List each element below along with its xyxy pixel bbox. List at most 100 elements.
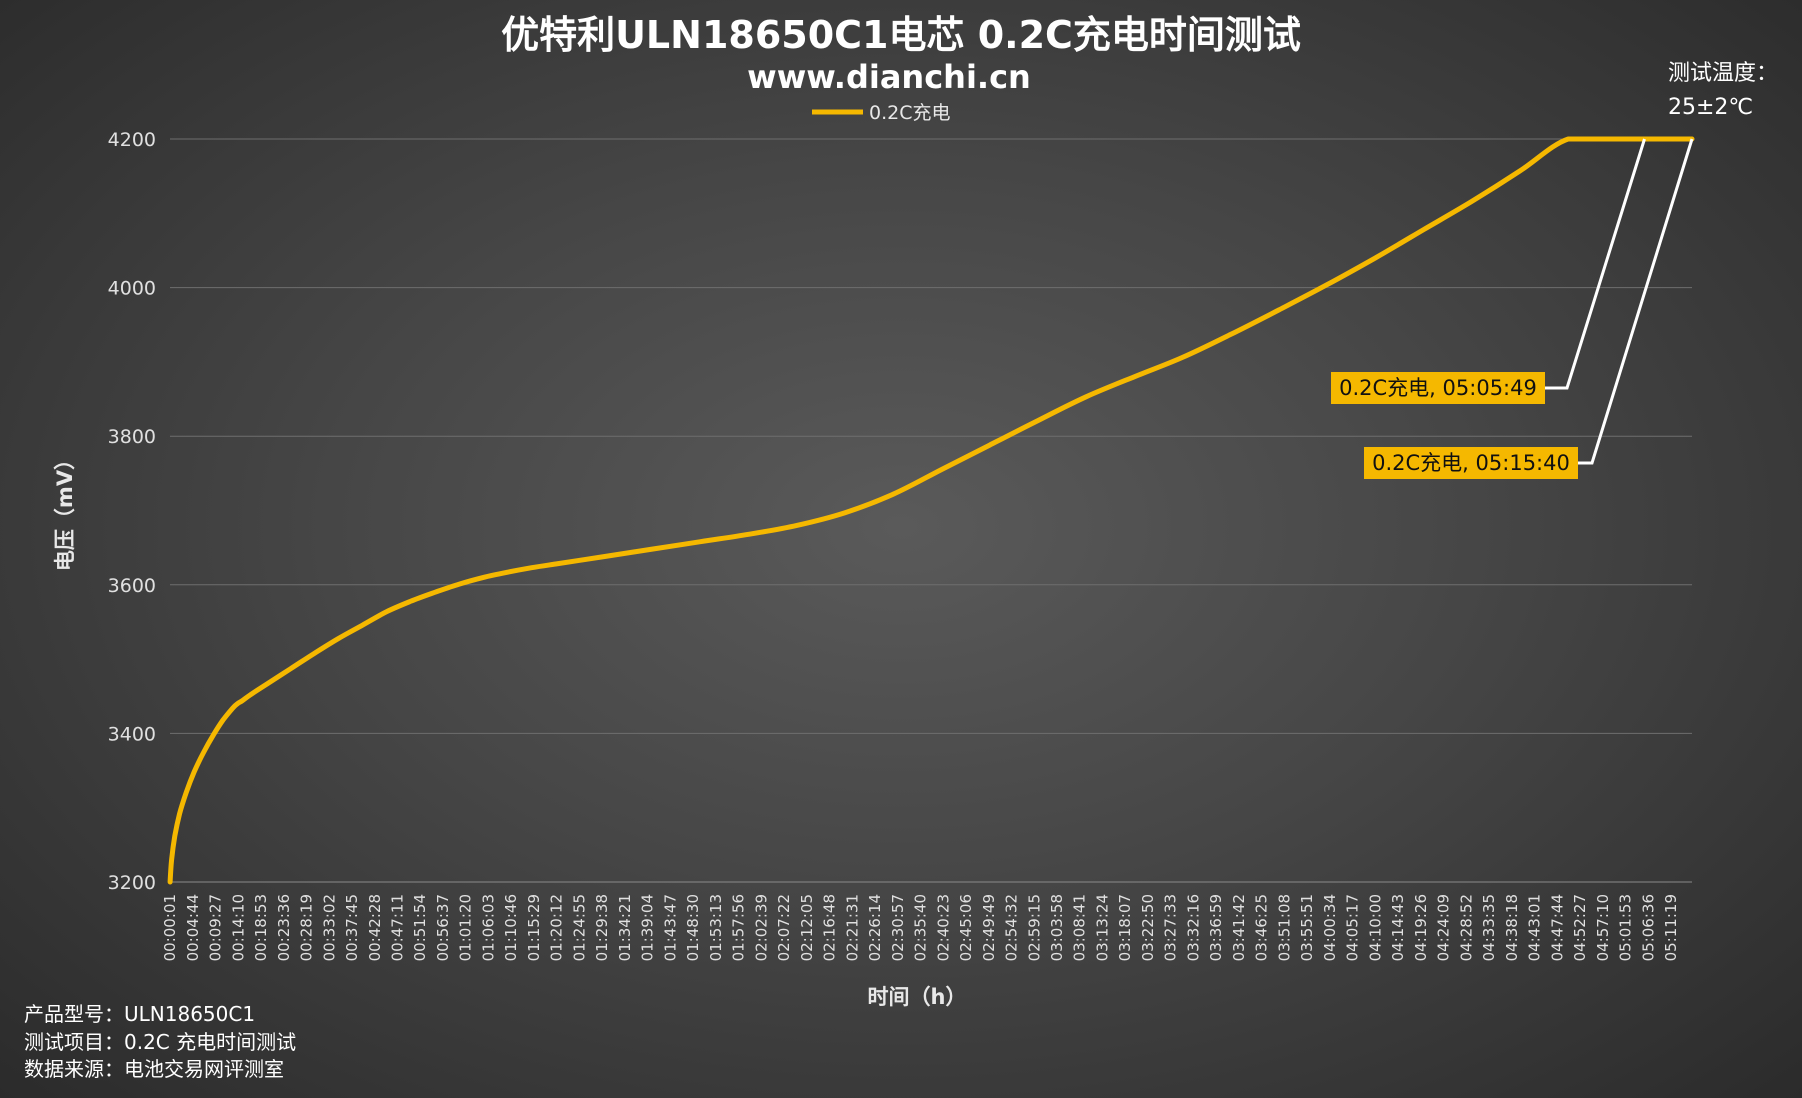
annotation-2: 0.2C充电, 05:15:40	[1364, 138, 1694, 479]
x-tick-label: 04:47:44	[1548, 894, 1566, 961]
x-tick-label: 00:37:45	[343, 894, 361, 961]
temperature-value: 25±2℃	[1668, 95, 1753, 120]
info-test-item: 测试项目：0.2C 充电时间测试	[24, 1026, 296, 1055]
x-tick-label: 02:54:32	[1003, 894, 1021, 961]
info-model: 产品型号：ULN18650C1	[24, 998, 255, 1027]
x-tick-label: 02:02:39	[752, 894, 770, 961]
x-tick-label: 04:33:35	[1480, 894, 1498, 961]
x-tick-label: 01:48:30	[684, 894, 702, 961]
x-tick-label: 05:11:19	[1662, 894, 1680, 961]
annotation-leader-2	[1578, 138, 1694, 465]
annotation-label-2: 0.2C充电, 05:15:40	[1372, 451, 1570, 475]
x-tick-label: 00:09:27	[207, 894, 225, 961]
x-tick-label: 01:39:04	[639, 894, 657, 961]
x-tick-label: 01:15:29	[525, 894, 543, 961]
info-source-label: 数据来源：	[24, 1057, 124, 1081]
x-tick-label: 03:46:25	[1253, 894, 1271, 961]
x-tick-label: 02:07:22	[775, 894, 793, 961]
y-tick-label: 3400	[108, 723, 156, 745]
y-tick-label: 4000	[108, 278, 156, 300]
temperature-label: 测试温度：	[1668, 61, 1778, 86]
y-tick-label: 3200	[108, 872, 156, 894]
x-tick-label: 00:56:37	[434, 894, 452, 961]
info-item-label: 测试项目：	[24, 1030, 124, 1054]
chart-subtitle: www.dianchi.cn	[747, 58, 1031, 96]
x-tick-label: 01:43:47	[661, 894, 679, 961]
x-tick-label: 00:18:53	[252, 894, 270, 961]
x-tick-label: 03:36:59	[1207, 894, 1225, 961]
x-axis-label: 时间（h）	[868, 985, 967, 1009]
x-tick-label: 04:19:26	[1412, 894, 1430, 961]
x-tick-label: 01:53:13	[707, 894, 725, 961]
x-tick-label: 00:14:10	[229, 894, 247, 961]
x-tick-label: 04:57:10	[1594, 894, 1612, 961]
x-tick-label: 01:06:03	[479, 894, 497, 961]
legend-label-0-2c: 0.2C充电	[869, 102, 950, 124]
x-tick-label: 00:33:02	[320, 894, 338, 961]
x-tick-label: 00:28:19	[298, 894, 316, 961]
x-tick-label: 00:04:44	[184, 894, 202, 961]
x-tick-label: 03:41:42	[1230, 894, 1248, 961]
x-tick-label: 02:12:05	[798, 894, 816, 961]
x-tick-label: 00:51:54	[411, 894, 429, 961]
x-tick-label: 01:24:55	[570, 894, 588, 961]
x-tick-labels: 00:00:01 00:04:44 00:09:27 00:14:10 00:18:53…	[161, 894, 1680, 961]
annotation-1: 0.2C充电, 05:05:49	[1331, 138, 1646, 404]
y-axis-label: 电压（mV）	[53, 449, 77, 571]
x-tick-label: 01:34:21	[616, 894, 634, 961]
x-tick-label: 02:21:31	[843, 894, 861, 961]
legend: 0.2C充电	[812, 102, 950, 124]
x-tick-label: 05:01:53	[1617, 894, 1635, 961]
x-tick-label: 03:51:08	[1275, 894, 1293, 961]
gridlines	[170, 138, 1692, 734]
x-tick-label: 00:00:01	[161, 894, 179, 961]
x-tick-label: 04:14:43	[1389, 894, 1407, 961]
x-tick-label: 01:57:56	[730, 894, 748, 961]
x-tick-label: 04:43:01	[1526, 894, 1544, 961]
x-tick-label: 03:03:58	[1048, 894, 1066, 961]
x-tick-label: 04:10:00	[1366, 894, 1384, 961]
annotation-label-1: 0.2C充电, 05:05:49	[1339, 376, 1537, 400]
y-tick-label: 4200	[108, 129, 156, 151]
chart-title: 优特利ULN18650C1电芯 0.2C充电时间测试	[501, 13, 1301, 57]
x-tick-label: 00:42:28	[366, 894, 384, 961]
series-line-0-2c	[167, 136, 1695, 885]
y-tick-label: 3600	[108, 575, 156, 597]
info-model-value: ULN18650C1	[124, 1002, 256, 1026]
x-tick-label: 03:08:41	[1071, 894, 1089, 961]
x-tick-label: 02:45:06	[957, 894, 975, 961]
x-tick-label: 01:29:38	[593, 894, 611, 961]
x-tick-label: 05:06:36	[1639, 894, 1657, 961]
info-source: 数据来源：电池交易网评测室	[24, 1053, 284, 1082]
x-tick-label: 02:16:48	[821, 894, 839, 961]
annotation-box-1	[1331, 372, 1545, 404]
x-tick-label: 01:10:46	[502, 894, 520, 961]
x-tick-label: 04:00:34	[1321, 894, 1339, 961]
info-source-value: 电池交易网评测室	[124, 1057, 284, 1081]
x-tick-label: 04:24:09	[1435, 894, 1453, 961]
x-tick-label: 02:59:15	[1025, 894, 1043, 961]
x-tick-label: 01:01:20	[457, 894, 475, 961]
annotations: 0.2C充电, 05:05:49 0.2C充电, 05:15:40	[1331, 138, 1694, 479]
x-tick-label: 01:20:12	[548, 894, 566, 961]
y-tick-label: 3800	[108, 426, 156, 448]
y-tick-labels: 3200 3400 3600 3800 4000 4200	[108, 129, 156, 894]
x-tick-label: 03:32:16	[1184, 894, 1202, 961]
x-tick-label: 02:49:49	[980, 894, 998, 961]
x-tick-label: 00:47:11	[388, 894, 406, 961]
x-tick-label: 03:22:50	[1139, 894, 1157, 961]
x-tick-label: 04:38:18	[1503, 894, 1521, 961]
x-tick-label: 03:55:51	[1298, 894, 1316, 961]
x-tick-label: 02:35:40	[912, 894, 930, 961]
x-tick-label: 04:05:17	[1344, 894, 1362, 961]
info-model-label: 产品型号：	[24, 1002, 124, 1026]
x-tick-label: 00:23:36	[275, 894, 293, 961]
annotation-box-2	[1364, 447, 1578, 479]
x-tick-label: 04:52:27	[1571, 894, 1589, 961]
x-tick-label: 04:28:52	[1457, 894, 1475, 961]
annotation-leader-1	[1545, 138, 1646, 390]
x-tick-label: 02:40:23	[934, 894, 952, 961]
x-tick-label: 03:13:24	[1093, 894, 1111, 961]
x-tick-label: 02:30:57	[889, 894, 907, 961]
